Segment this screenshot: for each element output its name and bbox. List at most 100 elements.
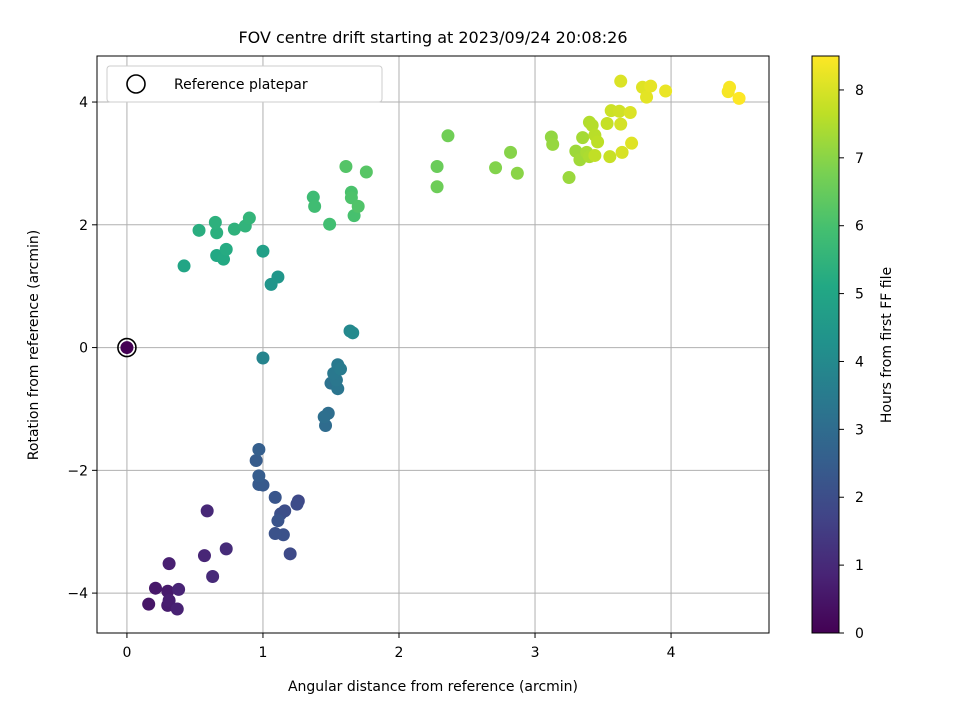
- plot-frame: [96, 55, 770, 634]
- data-point: [271, 270, 285, 284]
- data-point: [268, 490, 282, 504]
- x-axis-label: Angular distance from reference (arcmin): [288, 679, 578, 695]
- data-point: [614, 117, 628, 131]
- legend-box: [106, 65, 383, 103]
- x-tick-label: 3: [531, 645, 540, 661]
- data-point: [723, 80, 737, 94]
- data-point: [219, 542, 233, 556]
- data-point: [268, 527, 282, 541]
- colorbar: 0 1 2 3 4 5 6 7 8 Hours from first FF file: [811, 55, 895, 642]
- data-point: [339, 159, 353, 173]
- data-point: [256, 244, 270, 258]
- data-point: [623, 105, 637, 119]
- colorbar-tick-label: 8: [855, 83, 864, 99]
- data-point: [614, 74, 628, 88]
- data-point: [576, 131, 590, 145]
- data-point: [600, 117, 614, 131]
- data-point: [323, 217, 337, 231]
- y-axis-label: Rotation from reference (arcmin): [26, 230, 42, 460]
- reference-platepar-marker: [117, 337, 137, 358]
- data-point: [615, 145, 629, 159]
- colorbar-tick-label: 7: [855, 151, 864, 167]
- data-point: [219, 242, 233, 256]
- data-point: [172, 582, 186, 596]
- data-point: [217, 252, 231, 266]
- data-point: [625, 136, 639, 150]
- data-point: [351, 199, 365, 213]
- data-point: [256, 351, 270, 365]
- data-point: [252, 469, 266, 483]
- colorbar-tick-label: 1: [855, 558, 864, 574]
- data-point: [441, 129, 455, 143]
- data-point: [612, 104, 626, 118]
- chart-title: FOV centre drift starting at 2023/09/24 …: [238, 28, 627, 47]
- data-point: [170, 602, 184, 616]
- data-points: [120, 74, 746, 616]
- x-axis-ticks: 0 1 2 3 4: [122, 633, 676, 661]
- x-tick-label: 1: [258, 645, 267, 661]
- data-point: [659, 84, 673, 98]
- data-point: [644, 79, 658, 93]
- data-point: [346, 326, 360, 340]
- colorbar-tick-label: 2: [855, 490, 864, 506]
- data-point: [591, 135, 605, 149]
- data-point: [640, 90, 654, 104]
- data-point: [142, 597, 156, 611]
- y-tick-label: 2: [79, 218, 88, 234]
- y-axis-ticks: −4 −2 0 2 4: [67, 95, 97, 602]
- data-point: [308, 199, 322, 213]
- data-point: [242, 211, 256, 225]
- data-point: [430, 159, 444, 173]
- legend-label: Reference platepar: [174, 77, 308, 93]
- data-point: [162, 557, 176, 571]
- colorbar-tick-label: 4: [855, 354, 864, 370]
- data-point: [546, 137, 560, 151]
- y-tick-label: −4: [67, 586, 88, 602]
- data-point: [271, 514, 285, 528]
- data-point: [162, 593, 176, 607]
- data-point: [504, 145, 518, 159]
- data-point: [510, 166, 524, 180]
- colorbar-tick-label: 5: [855, 287, 864, 303]
- x-tick-label: 4: [667, 645, 676, 661]
- data-point: [317, 410, 331, 424]
- colorbar-ticks: 0 1 2 3 4 5 6 7 8: [839, 83, 864, 642]
- data-point: [283, 547, 297, 561]
- data-point: [562, 171, 576, 185]
- data-point: [732, 91, 746, 105]
- data-point: [192, 223, 206, 237]
- colorbar-tick-label: 3: [855, 422, 864, 438]
- data-point: [210, 226, 224, 240]
- legend-marker-icon: [126, 74, 146, 94]
- colorbar-tick-label: 0: [855, 626, 864, 642]
- x-tick-label: 0: [122, 645, 131, 661]
- data-point: [252, 442, 266, 456]
- data-point: [489, 161, 503, 175]
- data-point: [359, 165, 373, 179]
- grid: [97, 56, 769, 633]
- colorbar-gradient: [811, 55, 840, 634]
- data-point: [197, 549, 211, 563]
- y-tick-label: −2: [67, 463, 88, 479]
- legend: Reference platepar: [106, 65, 383, 103]
- data-point: [148, 581, 162, 595]
- data-point: [588, 148, 602, 162]
- colorbar-tick-label: 6: [855, 219, 864, 235]
- data-point: [290, 497, 304, 511]
- data-point: [208, 215, 222, 229]
- data-point: [177, 259, 191, 273]
- data-point: [206, 570, 220, 584]
- data-point: [333, 362, 347, 376]
- x-tick-label: 2: [395, 645, 404, 661]
- data-point: [227, 222, 241, 236]
- data-point: [200, 504, 214, 518]
- y-tick-label: 4: [79, 95, 88, 111]
- data-point: [120, 341, 134, 355]
- data-point: [249, 454, 263, 468]
- data-point: [430, 180, 444, 194]
- colorbar-label: Hours from first FF file: [879, 267, 895, 423]
- data-point: [585, 118, 599, 132]
- data-point: [603, 150, 617, 164]
- y-tick-label: 0: [79, 341, 88, 357]
